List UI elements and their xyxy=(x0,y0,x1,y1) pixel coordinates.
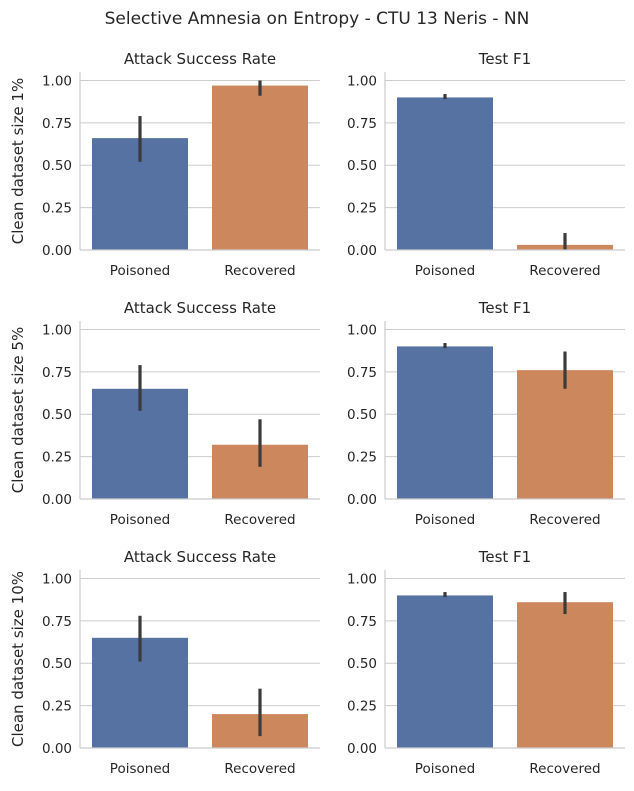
panel-4-x-tick-label: Poisoned xyxy=(415,512,475,528)
panel-4-bar-recovered xyxy=(517,370,613,499)
figure-title: Selective Amnesia on Entropy - CTU 13 Ne… xyxy=(105,9,530,29)
panel-2-y-tick-label: 0.75 xyxy=(347,116,377,132)
panel-6-bar-recovered xyxy=(517,602,613,748)
panel-4-bar-poisoned xyxy=(397,346,493,499)
panel-4-title: Test F1 xyxy=(478,299,531,317)
panel-2-y-tick-label: 1.00 xyxy=(347,73,377,89)
panel-6-y-tick-label: 1.00 xyxy=(347,571,377,587)
panel-1-y-tick-label: 1.00 xyxy=(42,73,72,89)
panel-6-y-tick-label: 0.25 xyxy=(347,699,377,715)
panel-3-y-tick-label: 0.25 xyxy=(42,450,72,466)
panel-3-y-tick-label: 0.50 xyxy=(42,407,72,423)
panel-6-bar-poisoned xyxy=(397,595,493,748)
panel-3-x-tick-label: Recovered xyxy=(224,512,295,528)
panel-6-x-tick-label: Poisoned xyxy=(415,761,475,777)
panel-4-y-tick-label: 0.75 xyxy=(347,365,377,381)
panel-4-y-tick-label: 0.25 xyxy=(347,450,377,466)
panel-1-y-axis-label: Clean dataset size 1% xyxy=(9,78,27,244)
panel-1-x-tick-label: Poisoned xyxy=(110,263,170,279)
panel-1-y-tick-label: 0.00 xyxy=(42,243,72,259)
panel-4-y-tick-label: 1.00 xyxy=(347,322,377,338)
panel-5-y-tick-label: 0.50 xyxy=(42,656,72,672)
panel-2-x-tick-label: Recovered xyxy=(529,263,600,279)
panel-4-x-tick-label: Recovered xyxy=(529,512,600,528)
panel-2-bar-poisoned xyxy=(397,97,493,250)
panel-6-x-tick-label: Recovered xyxy=(529,761,600,777)
panel-5-x-tick-label: Recovered xyxy=(224,761,295,777)
panel-6-title: Test F1 xyxy=(478,548,531,566)
panel-5-y-axis-label: Clean dataset size 10% xyxy=(9,571,27,747)
panel-6-y-tick-label: 0.00 xyxy=(347,741,377,757)
panel-1-y-tick-label: 0.50 xyxy=(42,158,72,174)
panel-2-y-tick-label: 0.50 xyxy=(347,158,377,174)
panel-3-y-axis-label: Clean dataset size 5% xyxy=(9,327,27,493)
panel-1-y-tick-label: 0.75 xyxy=(42,116,72,132)
panel-5-y-tick-label: 0.00 xyxy=(42,741,72,757)
panel-2-x-tick-label: Poisoned xyxy=(415,263,475,279)
panel-3-y-tick-label: 0.00 xyxy=(42,492,72,508)
panel-5-title: Attack Success Rate xyxy=(124,548,276,566)
panel-2-y-tick-label: 0.25 xyxy=(347,201,377,217)
panel-5-y-tick-label: 0.25 xyxy=(42,699,72,715)
panel-4-y-tick-label: 0.00 xyxy=(347,492,377,508)
panel-3-title: Attack Success Rate xyxy=(124,299,276,317)
panel-2-y-tick-label: 0.00 xyxy=(347,243,377,259)
panel-1-title: Attack Success Rate xyxy=(124,50,276,68)
panel-6-y-tick-label: 0.75 xyxy=(347,614,377,630)
panel-3-y-tick-label: 1.00 xyxy=(42,322,72,338)
panel-3-x-tick-label: Poisoned xyxy=(110,512,170,528)
panel-1-x-tick-label: Recovered xyxy=(224,263,295,279)
panel-1-bar-recovered xyxy=(212,85,308,250)
panel-5-y-tick-label: 1.00 xyxy=(42,571,72,587)
panel-3-y-tick-label: 0.75 xyxy=(42,365,72,381)
panel-6-y-tick-label: 0.50 xyxy=(347,656,377,672)
panel-2-title: Test F1 xyxy=(478,50,531,68)
panel-5-x-tick-label: Poisoned xyxy=(110,761,170,777)
panel-1-y-tick-label: 0.25 xyxy=(42,201,72,217)
panel-5-y-tick-label: 0.75 xyxy=(42,614,72,630)
panel-4-y-tick-label: 0.50 xyxy=(347,407,377,423)
